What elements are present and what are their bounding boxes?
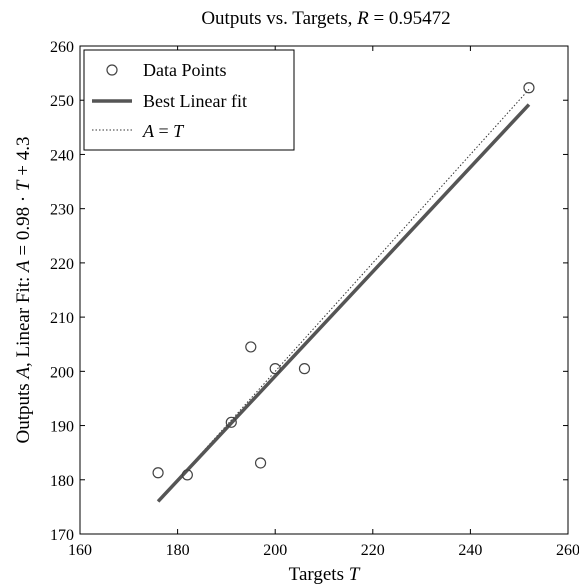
- y-tick-label: 210: [50, 310, 74, 327]
- x-tick-label: 160: [68, 542, 92, 559]
- y-tick-label: 220: [50, 256, 74, 273]
- x-axis-label: Targets T: [289, 564, 361, 585]
- legend-label-data-points: Data Points: [143, 60, 227, 80]
- data-point: [269, 363, 281, 375]
- y-axis: 170 180 190 200 210 220 230 240 250 260: [50, 39, 568, 544]
- legend-item-identity: A = T: [92, 121, 185, 141]
- x-axis-label-text: Targets: [289, 564, 349, 585]
- legend-label-best-linear-fit: Best Linear fit: [143, 91, 247, 111]
- legend-item-data-points: Data Points: [106, 60, 227, 80]
- data-point: [225, 416, 237, 428]
- legend-marker-icon: [106, 64, 118, 76]
- chart-title-suffix: = 0.95472: [369, 8, 451, 29]
- x-axis: 160 180 200 220 240 260: [68, 46, 579, 559]
- series-lines: [156, 89, 531, 503]
- legend: Data Points Best Linear fit A = T: [83, 49, 295, 151]
- legend-var-t: T: [173, 121, 185, 141]
- y-tick-label: 240: [50, 147, 74, 164]
- legend-item-best-linear-fit: Best Linear fit: [92, 91, 247, 111]
- y-tick-label: 260: [50, 39, 74, 56]
- legend-label-identity: A = T: [142, 121, 185, 141]
- data-point: [181, 469, 193, 481]
- y-axis-label-part: + 4.3: [13, 137, 34, 181]
- data-point: [245, 341, 257, 353]
- chart-title: Outputs vs. Targets, R = 0.95472: [201, 8, 450, 29]
- x-tick-label: 180: [166, 542, 190, 559]
- chart-title-prefix: Outputs vs. Targets,: [201, 8, 357, 29]
- y-axis-label: Outputs A, Linear Fit: A = 0.98 · T + 4.…: [13, 137, 34, 444]
- x-tick-label: 240: [458, 542, 482, 559]
- best-fit-line: [156, 103, 531, 503]
- x-axis-label-var: T: [349, 564, 361, 585]
- y-tick-label: 170: [50, 527, 74, 544]
- y-axis-label-part: Outputs: [13, 379, 34, 444]
- y-axis-label-part: A: [13, 367, 34, 381]
- legend-eq: =: [154, 121, 173, 141]
- y-axis-label-part: = 0.98 ·: [13, 191, 34, 260]
- y-tick-label: 180: [50, 473, 74, 490]
- plot-area: [79, 45, 569, 535]
- x-tick-label: 260: [556, 542, 579, 559]
- x-tick-label: 200: [263, 542, 287, 559]
- data-point: [298, 363, 311, 375]
- data-point: [523, 82, 535, 94]
- y-tick-label: 230: [50, 202, 74, 219]
- y-tick-label: 250: [50, 93, 74, 110]
- data-points: [152, 82, 535, 481]
- x-tick-label: 220: [361, 542, 385, 559]
- y-axis-label-part: T: [13, 179, 34, 191]
- chart-title-var: R: [356, 8, 369, 29]
- data-point: [152, 467, 164, 479]
- data-point: [254, 457, 267, 469]
- y-axis-label-part: A: [13, 260, 34, 274]
- y-tick-label: 190: [50, 419, 74, 436]
- y-tick-label: 200: [50, 364, 74, 381]
- y-axis-label-part: , Linear Fit:: [13, 272, 34, 367]
- legend-var-a: A: [142, 121, 155, 141]
